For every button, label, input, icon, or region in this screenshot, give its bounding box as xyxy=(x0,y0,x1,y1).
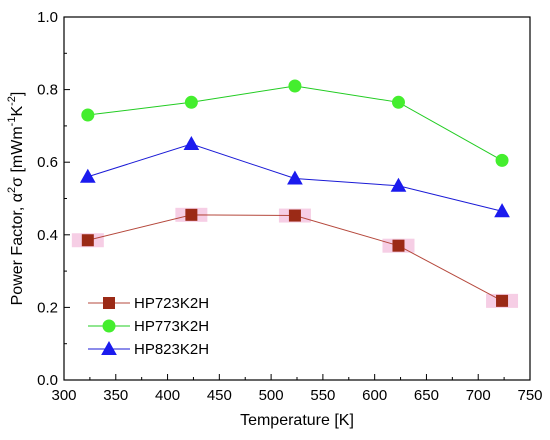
x-tick-label: 450 xyxy=(207,387,232,404)
legend-marker-hp773k2h xyxy=(102,319,116,333)
data-point-hp823k2h xyxy=(494,203,510,218)
data-point-hp773k2h xyxy=(184,95,198,109)
y-axis-title-sq: 2 xyxy=(6,187,18,193)
y-tick-label: 0.0 xyxy=(37,372,58,389)
data-point-hp723k2h xyxy=(496,294,509,307)
series-line-hp723k2h xyxy=(87,214,503,302)
data-point-hp723k2h xyxy=(392,239,405,252)
y-axis-title-exp2: -2 xyxy=(6,96,18,106)
x-tick-label: 700 xyxy=(466,387,491,404)
axes-layer: 300 350 400 450 500 550 600 650 700 750 0.0 0.2 0.4 0… xyxy=(37,9,542,404)
legend-label-hp773k2h: HP773K2H xyxy=(134,318,209,335)
y-axis-title-unit-open: [mWm xyxy=(9,126,26,177)
y-axis-title: Power Factor, α2σ [mWm-1K-2] xyxy=(6,92,26,306)
x-tick-label: 350 xyxy=(103,387,128,404)
data-point-hp723k2h xyxy=(185,208,198,221)
series-line-hp773k2h xyxy=(87,85,503,161)
x-tick-label: 400 xyxy=(155,387,180,404)
x-tick-label: 650 xyxy=(414,387,439,404)
x-tick-label: 550 xyxy=(310,387,335,404)
x-axis-title: Temperature [K] xyxy=(240,412,354,429)
x-tick-label: 750 xyxy=(517,387,542,404)
y-axis-title-prefix: Power Factor, xyxy=(9,202,26,305)
data-point-hp773k2h xyxy=(495,153,509,167)
data-point-hp823k2h xyxy=(287,170,303,185)
y-axis-title-sigma: σ xyxy=(9,177,26,187)
legend-marker-hp723k2h xyxy=(103,297,115,309)
highlight-layer xyxy=(71,207,519,308)
data-point-hp823k2h xyxy=(390,177,407,192)
legend-label-hp723k2h: HP723K2H xyxy=(134,295,209,312)
series-lines-layer xyxy=(87,85,503,302)
legend: HP723K2H HP773K2H HP823K2H xyxy=(88,295,209,358)
y-axis-title-unit-close: ] xyxy=(9,92,26,96)
y-tick-label: 0.6 xyxy=(37,154,58,171)
legend-marker-hp823k2h xyxy=(101,340,117,355)
data-point-hp723k2h xyxy=(81,234,94,247)
y-axis-title-exp1: -1 xyxy=(6,117,18,127)
data-point-hp823k2h xyxy=(183,136,200,151)
y-tick-label: 0.8 xyxy=(37,82,58,99)
y-axis-title-alpha: α xyxy=(9,193,26,202)
y-axis-title-mid: K xyxy=(9,106,26,117)
series-markers-layer xyxy=(79,79,510,307)
data-point-hp823k2h xyxy=(79,168,96,183)
y-tick-label: 1.0 xyxy=(37,9,58,26)
data-point-hp773k2h xyxy=(81,108,95,122)
legend-label-hp823k2h: HP823K2H xyxy=(134,341,209,358)
data-point-hp773k2h xyxy=(288,79,302,93)
x-tick-label: 500 xyxy=(259,387,284,404)
y-tick-label: 0.2 xyxy=(37,299,58,316)
x-tick-label: 300 xyxy=(51,387,76,404)
data-point-hp723k2h xyxy=(288,209,301,222)
x-tick-label: 600 xyxy=(362,387,387,404)
y-tick-label: 0.4 xyxy=(37,227,58,244)
data-point-hp773k2h xyxy=(391,95,405,109)
